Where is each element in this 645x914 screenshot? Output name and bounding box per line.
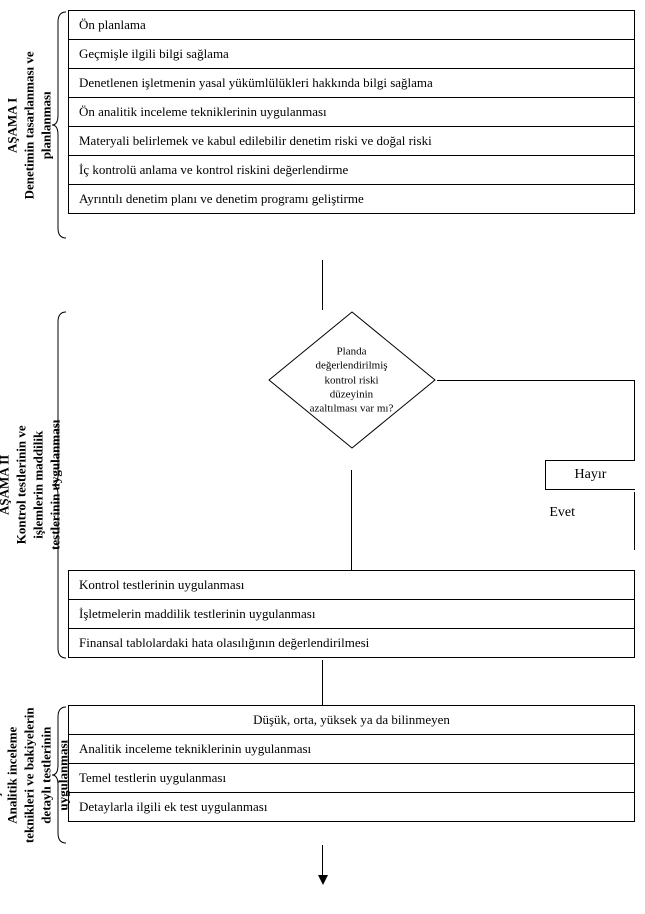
stage-3-name: AŞAMA III (0, 742, 3, 807)
connector-s2-s3 (322, 660, 323, 705)
stage-3: AŞAMA III Analitik inceleme teknikleri v… (10, 705, 635, 845)
stage-2-item: İşletmelerin maddilik testlerinin uygula… (69, 600, 634, 629)
stage-3-item: Detaylarla ilgili ek test uygulanması (69, 793, 634, 821)
decision-text: Planda değerlendirilmiş kontrol riski dü… (287, 344, 417, 415)
no-line-down-1 (634, 380, 635, 460)
stage-1-label: AŞAMA I Denetimin tasarlanması ve planla… (10, 10, 50, 240)
connector-s3-down (322, 845, 323, 875)
stage-2-name: AŞAMA II (0, 455, 11, 515)
no-branch-box: Hayır (545, 460, 635, 490)
decision-wrap: Planda değerlendirilmiş kontrol riski dü… (68, 310, 635, 470)
decision-diamond: Planda değerlendirilmiş kontrol riski dü… (267, 310, 437, 450)
stage-1-name: AŞAMA I (5, 97, 20, 152)
stage-1-item: Ön planlama (69, 11, 634, 40)
stage-1-item: Materyali belirlemek ve kabul edilebilir… (69, 127, 634, 156)
stage-2-item: Kontrol testlerinin uygulanması (69, 571, 634, 600)
stage-3-box-list: Düşük, orta, yüksek ya da bilinmeyenAnal… (68, 705, 635, 822)
stage-2-desc: Kontrol testlerinin ve işlemlerin maddil… (13, 420, 62, 550)
stage-1-desc: Denetimin tasarlanması ve planlanması (22, 51, 54, 199)
decision-right-line (437, 380, 636, 381)
stage-1-item: Ayrıntılı denetim planı ve denetim progr… (69, 185, 634, 213)
yes-label: Evet (549, 505, 575, 521)
stage-3-item: Analitik inceleme tekniklerinin uygulanm… (69, 735, 634, 764)
stage-2: AŞAMA II Kontrol testlerinin ve işlemler… (10, 310, 635, 660)
no-line-down-2 (634, 492, 635, 550)
stage-1-box-list: Ön planlamaGeçmişle ilgili bilgi sağlama… (68, 10, 635, 214)
stage-1-item: Denetlenen işletmenin yasal yükümlülükle… (69, 69, 634, 98)
stage-1-item: Ön analitik inceleme tekniklerinin uygul… (69, 98, 634, 127)
connector-s1-s2 (322, 260, 323, 310)
stage-1-item: İç kontrolü anlama ve kontrol riskini de… (69, 156, 634, 185)
arrowhead-down-icon (318, 875, 328, 885)
stage-3-item: Temel testlerin uygulanması (69, 764, 634, 793)
connector-decision-boxes (351, 470, 352, 570)
no-label: Hayır (575, 467, 607, 482)
stage-1: AŞAMA I Denetimin tasarlanması ve planla… (10, 10, 635, 240)
stage-2-item: Finansal tablolardaki hata olasılığının … (69, 629, 634, 657)
stage-2-box-list: Kontrol testlerinin uygulanmasıİşletmele… (68, 570, 635, 658)
stage-3-header: Düşük, orta, yüksek ya da bilinmeyen (69, 706, 634, 735)
stage-3-label: AŞAMA III Analitik inceleme teknikleri v… (10, 705, 50, 845)
stage-3-desc: Analitik inceleme teknikleri ve bakiyele… (5, 707, 71, 843)
stage-1-item: Geçmişle ilgili bilgi sağlama (69, 40, 634, 69)
stage-2-label: AŞAMA II Kontrol testlerinin ve işlemler… (10, 310, 50, 660)
